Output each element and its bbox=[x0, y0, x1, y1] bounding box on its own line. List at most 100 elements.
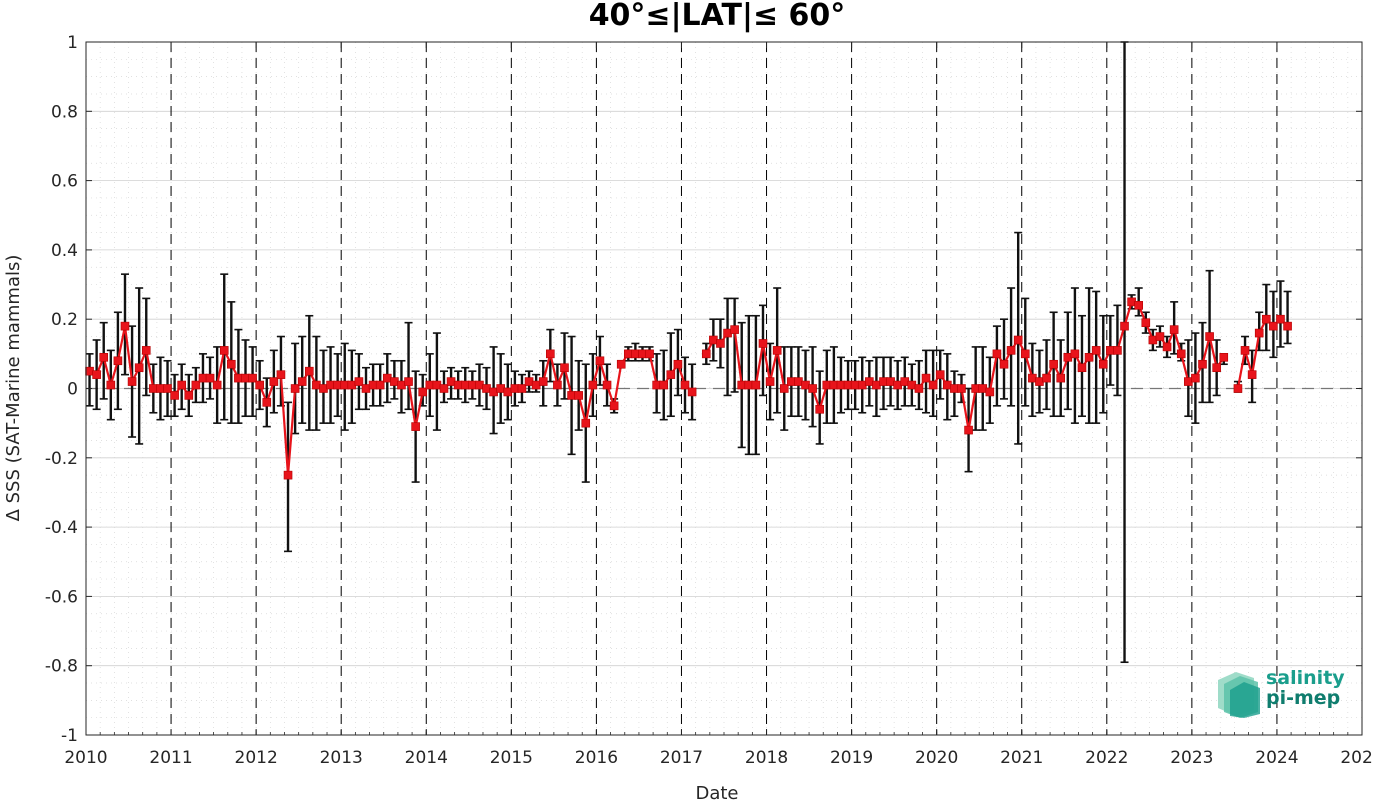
data-point bbox=[170, 391, 179, 400]
y-tick-label: 0.4 bbox=[51, 241, 78, 261]
data-point bbox=[815, 404, 825, 414]
x-tick-label: 2025 bbox=[1340, 748, 1374, 768]
data-point bbox=[957, 384, 966, 393]
data-point bbox=[1155, 332, 1165, 341]
data-point bbox=[283, 470, 293, 480]
data-point bbox=[673, 359, 683, 369]
y-tick-label: -0.2 bbox=[45, 449, 78, 469]
data-point bbox=[1042, 373, 1051, 383]
data-point bbox=[1134, 301, 1143, 310]
salinity-pi-mep-logo: salinity pi-mep bbox=[1214, 667, 1345, 718]
y-tick-label: 1 bbox=[67, 33, 78, 53]
data-point bbox=[595, 356, 605, 366]
data-point bbox=[680, 380, 690, 390]
data-point bbox=[1056, 373, 1066, 383]
chart-title: 40°≤|LAT|≤ 60° bbox=[589, 0, 846, 33]
year-boundary-lines bbox=[170, 42, 1278, 735]
data-point bbox=[1091, 346, 1101, 355]
y-tick-label: -0.8 bbox=[45, 657, 78, 677]
data-point bbox=[127, 377, 137, 386]
data-point bbox=[1247, 370, 1257, 379]
data-point bbox=[992, 349, 1002, 359]
data-point bbox=[1205, 332, 1214, 341]
data-point bbox=[1191, 373, 1200, 383]
data-point bbox=[134, 363, 144, 373]
data-point bbox=[1269, 321, 1278, 331]
data-point bbox=[106, 380, 116, 390]
wave-logo-icon bbox=[1218, 672, 1260, 718]
data-point bbox=[1283, 321, 1292, 331]
x-tick-label: 2010 bbox=[64, 748, 107, 768]
data-point bbox=[418, 387, 428, 397]
data-point bbox=[999, 359, 1009, 369]
data-point bbox=[1212, 363, 1221, 373]
data-point bbox=[120, 321, 130, 331]
data-point bbox=[1162, 342, 1172, 352]
data-point bbox=[921, 373, 931, 383]
y-tick-label: 0 bbox=[67, 380, 78, 400]
data-point bbox=[113, 356, 123, 366]
data-point bbox=[227, 359, 236, 369]
data-point bbox=[659, 380, 669, 390]
data-point bbox=[1013, 335, 1023, 345]
data-point bbox=[517, 384, 527, 393]
data-point bbox=[1070, 349, 1080, 359]
data-point bbox=[666, 370, 676, 379]
data-point bbox=[546, 349, 555, 359]
data-point bbox=[163, 384, 172, 393]
data-point bbox=[1254, 328, 1264, 338]
logo-line-2: pi-mep bbox=[1266, 687, 1341, 709]
data-point bbox=[290, 384, 300, 393]
data-point bbox=[779, 384, 789, 393]
data-point bbox=[269, 377, 279, 386]
data-point bbox=[141, 346, 151, 355]
series-markers bbox=[85, 297, 1292, 480]
data-point bbox=[645, 349, 654, 359]
x-tick-label: 2012 bbox=[235, 748, 278, 768]
data-point bbox=[602, 380, 612, 390]
data-point bbox=[304, 366, 314, 376]
x-tick-label: 2020 bbox=[915, 748, 958, 768]
x-tick-label: 2017 bbox=[660, 748, 703, 768]
data-point bbox=[1120, 321, 1129, 331]
data-point bbox=[255, 380, 264, 390]
data-point bbox=[914, 384, 924, 393]
data-point bbox=[574, 391, 583, 400]
data-point bbox=[1113, 346, 1122, 355]
data-point bbox=[1077, 363, 1087, 373]
y-tick-label: 0.6 bbox=[51, 172, 78, 192]
data-point bbox=[609, 401, 619, 411]
data-point bbox=[375, 380, 385, 390]
data-point bbox=[687, 387, 697, 397]
data-point bbox=[588, 380, 598, 390]
data-point bbox=[262, 398, 272, 407]
data-point bbox=[1020, 349, 1030, 359]
data-point bbox=[191, 380, 201, 390]
x-tick-label: 2014 bbox=[405, 748, 448, 768]
x-tick-label: 2024 bbox=[1255, 748, 1298, 768]
data-point bbox=[212, 380, 222, 390]
x-tick-label: 2016 bbox=[575, 748, 618, 768]
data-point bbox=[411, 422, 420, 431]
logo-line-1: salinity bbox=[1266, 667, 1345, 689]
data-point bbox=[1169, 325, 1179, 334]
x-tick-label: 2018 bbox=[745, 748, 788, 768]
data-point bbox=[219, 346, 229, 355]
data-point bbox=[1219, 353, 1229, 362]
data-point bbox=[730, 325, 739, 334]
y-tick-label: -1 bbox=[61, 726, 78, 746]
data-point bbox=[404, 377, 413, 386]
data-point bbox=[1276, 314, 1285, 324]
y-tick-label: 0.8 bbox=[51, 102, 78, 122]
data-point bbox=[276, 370, 286, 379]
y-tick-label: 0.2 bbox=[51, 310, 78, 330]
data-point bbox=[758, 339, 768, 348]
data-point bbox=[205, 373, 215, 383]
data-point bbox=[985, 387, 995, 397]
data-point bbox=[928, 380, 938, 390]
data-point bbox=[772, 346, 782, 355]
x-tick-label: 2021 bbox=[1000, 748, 1043, 768]
data-point bbox=[1233, 384, 1243, 393]
x-axis-ticks: 2010 2011 2012 2013 2014 2015 2016 2017 2018 2019… bbox=[64, 42, 1374, 768]
data-point bbox=[1084, 353, 1094, 362]
